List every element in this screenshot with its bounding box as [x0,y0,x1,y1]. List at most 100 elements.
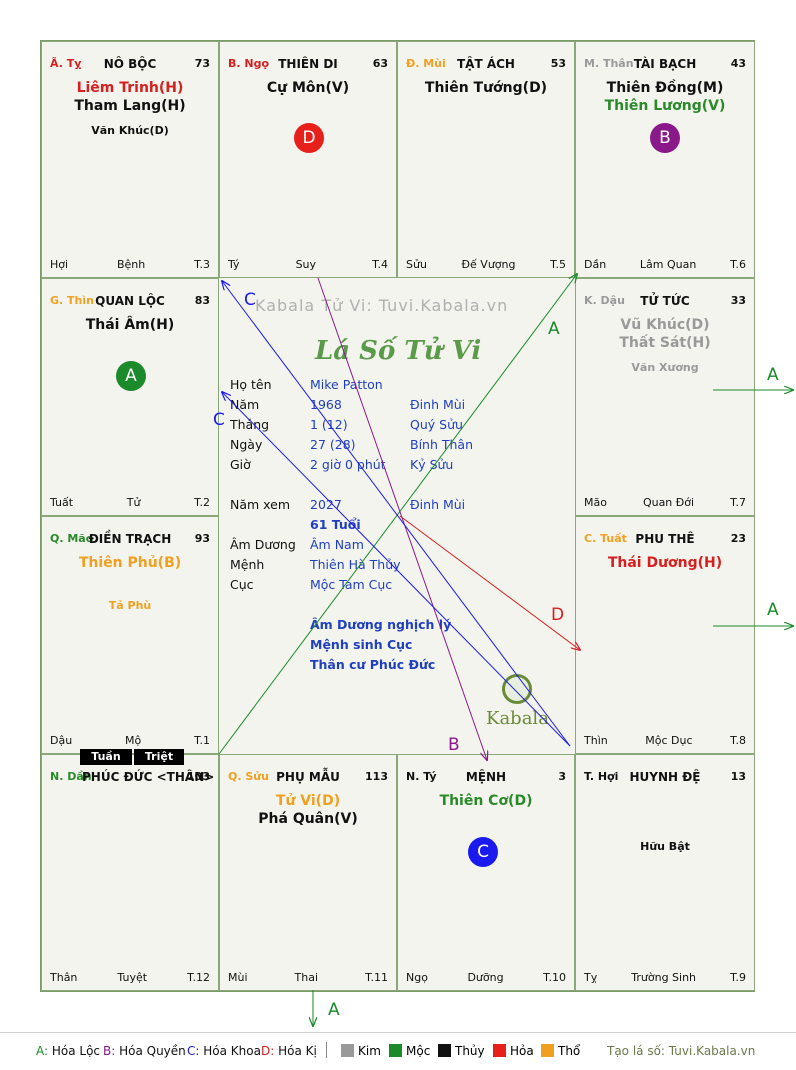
palace-position: M. Thân [584,57,634,70]
palace-footer: Thìn Mộc Dục T.8 [584,734,746,747]
palace-footer-left: Dậu [50,734,73,747]
legend-element-label: Thủy [455,1044,485,1058]
palace-position: Q. Mão [50,532,94,545]
element-swatch-icon [389,1044,402,1057]
palace-footer-mid: Mộc Dục [645,734,693,747]
legend-element-label: Mộc [406,1044,431,1058]
major-star: Thiên Phủ(B) [78,555,182,571]
palace-number: 43 [730,57,746,70]
info-canchi: Đinh Mùi [410,397,466,412]
palace-footer: Sửu Đế Vượng T.5 [406,258,566,271]
legend-hoa-label: Hóa Kị [274,1044,317,1058]
major-stars: Thiên Phủ(B) [42,554,218,572]
palace-footer-left: Thìn [584,734,608,747]
arrow-label-c-1: C [244,290,256,310]
palace-number: 63 [372,57,388,70]
palace-ty: Ã. Tỵ NÔ BỘC 73 Liêm Trinh(H) Tham Lang(H) Vă… [41,41,219,278]
arrow-label-a-tuat: A [767,600,779,620]
major-star: Vũ Khúc(D) [620,317,710,333]
palace-footer-right: T.1 [194,734,210,747]
palace-footer-right: T.10 [543,971,566,984]
palace-position: Ã. Tỵ [50,57,82,70]
minor-star: Văn Khúc(D) [91,124,169,137]
major-star: Tham Lang(H) [74,98,186,114]
palace-house: TÀI BẠCH [633,57,697,71]
palace-mao: Q. Mão ĐIỀN TRẠCH 93 Thiên Phủ(B) Tả Phù Dậu M… [41,516,219,754]
palace-footer-left: Tuất [50,496,74,509]
palace-number: 93 [194,532,210,545]
info-label: Tháng [230,417,270,432]
palace-footer-right: T.8 [730,734,746,747]
palace-footer: Dần Lâm Quan T.6 [584,258,746,271]
info-value: Âm Nam [310,537,364,552]
palace-footer-right: T.12 [187,971,210,984]
palace-footer-mid: Tử [126,496,141,509]
major-star: Phá Quân(V) [258,811,358,827]
palace-position: Q. Sửu [228,770,269,783]
info-label: Mệnh [230,557,265,572]
palace-house: NÔ BỘC [103,57,157,71]
legend-hoa-key: A: [36,1044,49,1058]
palace-house: TỬ TỨC [640,294,690,308]
major-star: Thái Âm(H) [85,317,175,333]
major-stars: Thái Dương(H) [576,554,754,572]
legend-element-item: Thủy [438,1044,485,1058]
major-star: Thiên Lương(V) [604,98,726,114]
info-label: Ngày [230,437,263,452]
palace-position: C. Tuất [584,532,627,545]
palace-footer-right: T.6 [730,258,746,271]
palace-footer-mid: Tuyệt [117,971,148,984]
legend-site[interactable]: Tạo lá số: Tuvi.Kabala.vn [607,1044,756,1058]
info-value: Mộc Tam Cục [310,577,393,592]
major-stars: Thiên Đồng(M) Thiên Lương(V) [576,79,754,115]
major-stars: Cự Môn(V) [220,79,396,97]
palace-footer-left: Tý [228,258,240,271]
info-value: 1968 [310,397,342,412]
palace-position: K. Dậu [584,294,625,307]
palace-footer-mid: Mộ [125,734,142,747]
legend-element-label: Kim [358,1044,381,1058]
palace-footer-left: Mão [584,496,607,509]
palace-footer-left: Thân [50,971,78,984]
palace-footer: Tỵ Trường Sinh T.9 [584,971,746,984]
palace-house: THIÊN DI [278,57,338,71]
legend-element-item: Hỏa [493,1044,534,1058]
palace-footer-right: T.2 [194,496,210,509]
legend-element-item: Kim [341,1044,381,1058]
palace-mui: Đ. Mùi TẬT ÁCH 53 Thiên Tướng(D) Sửu Đế Vượng… [397,41,575,278]
arrow-a-main [218,274,577,755]
palace-dau: K. Dậu TỬ TỨC 33 Vũ Khúc(D) Thất Sát(H) Văn X… [575,278,755,516]
info-label: Họ tên [230,377,272,392]
kabala-logo-text: Kabala [486,708,549,729]
note-line: Thân cư Phúc Đức [310,657,436,672]
palace-footer-left: Ngọ [406,971,428,984]
arrow-label-d: D [551,605,564,625]
major-star: Cự Môn(V) [266,80,350,96]
info-value: 2 giờ 0 phút [310,457,386,472]
element-swatch-icon [493,1044,506,1057]
chart-title: Lá Số Tử Vi [315,336,482,366]
palace-footer: Thân Tuyệt T.12 [50,971,210,984]
legend-hoa-key: C: [187,1044,200,1058]
palace-position: Đ. Mùi [406,57,446,70]
palace-dan: N. Dần PHÚC ĐỨC <THÂN> 103 Thân Tuyệt T.12 [41,754,219,991]
element-swatch-icon [341,1044,354,1057]
palace-footer: Ngọ Dưỡng T.10 [406,971,566,984]
namxem-label: Năm xem [230,497,291,512]
palace-footer-right: T.11 [365,971,388,984]
arrow-label-a-suu: A [328,1000,340,1020]
palace-number: 23 [730,532,746,545]
legend: A: Hóa Lộc B: Hóa Quyền C: Hóa Khoa D: Hóa … [0,1030,796,1070]
watermark: Kabala Tử Vi: Tuvi.Kabala.vn [255,296,509,315]
palace-number: 113 [365,770,388,783]
legend-hoa-label: Hóa Khoa [199,1044,261,1058]
legend-hoa-item: A: Hóa Lộc [36,1044,100,1058]
palace-tuat: C. Tuất PHU THÊ 23 Thái Dương(H) Thìn Mộc Dục… [575,516,755,754]
element-swatch-icon [438,1044,451,1057]
note-line: Âm Dương nghịch lý [310,617,452,632]
hoa-badge-c: C [468,837,498,867]
major-stars: Thiên Tướng(D) [398,79,574,97]
legend-hoa-key: B: [103,1044,116,1058]
arrow-d [399,515,580,650]
legend-divider [0,1032,796,1033]
